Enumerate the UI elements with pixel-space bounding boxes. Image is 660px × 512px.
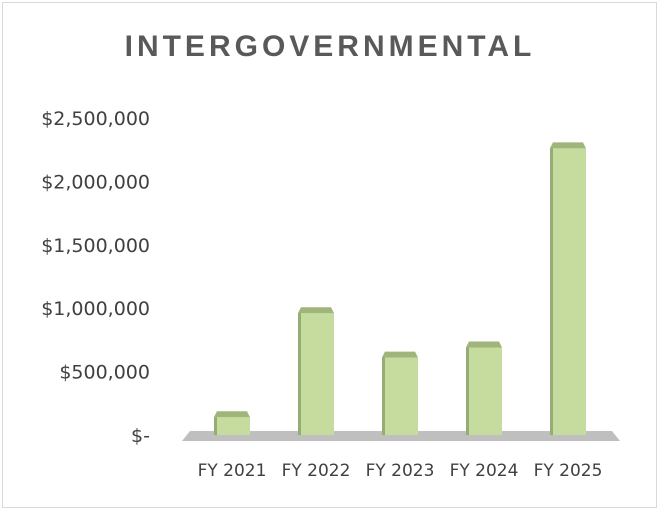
y-tick-label: $2,000,000 bbox=[41, 171, 150, 193]
bar bbox=[214, 411, 250, 435]
bar-top bbox=[550, 142, 586, 149]
x-tick-label: FY 2024 bbox=[450, 461, 519, 481]
x-tick-label: FY 2022 bbox=[282, 461, 351, 481]
chart-floor bbox=[182, 431, 620, 441]
y-tick-label: $- bbox=[131, 425, 150, 447]
y-tick-label: $500,000 bbox=[59, 362, 150, 384]
bar bbox=[298, 307, 334, 435]
x-tick-label: FY 2023 bbox=[366, 461, 435, 481]
bar-side bbox=[382, 351, 385, 435]
bar-top bbox=[298, 307, 334, 314]
bar-front bbox=[298, 313, 334, 435]
y-tick-label: $2,500,000 bbox=[41, 108, 150, 130]
bar-front bbox=[382, 357, 418, 435]
bar bbox=[466, 341, 502, 435]
bar-top bbox=[214, 411, 250, 418]
x-tick-label: FY 2025 bbox=[534, 461, 603, 481]
bar-side bbox=[298, 307, 301, 435]
y-tick-label: $1,500,000 bbox=[41, 235, 150, 257]
bar-front bbox=[214, 417, 250, 435]
bar-side bbox=[550, 142, 553, 435]
bar-top bbox=[466, 341, 502, 348]
chart-title: INTERGOVERNMENTAL bbox=[124, 30, 536, 63]
y-tick-label: $1,000,000 bbox=[41, 298, 150, 320]
bar-side bbox=[466, 341, 469, 435]
bar-front bbox=[550, 148, 586, 435]
bar-front bbox=[466, 347, 502, 435]
bar bbox=[382, 351, 418, 435]
x-tick-label: FY 2021 bbox=[198, 461, 267, 481]
bar-top bbox=[382, 351, 418, 358]
bar bbox=[550, 142, 586, 435]
